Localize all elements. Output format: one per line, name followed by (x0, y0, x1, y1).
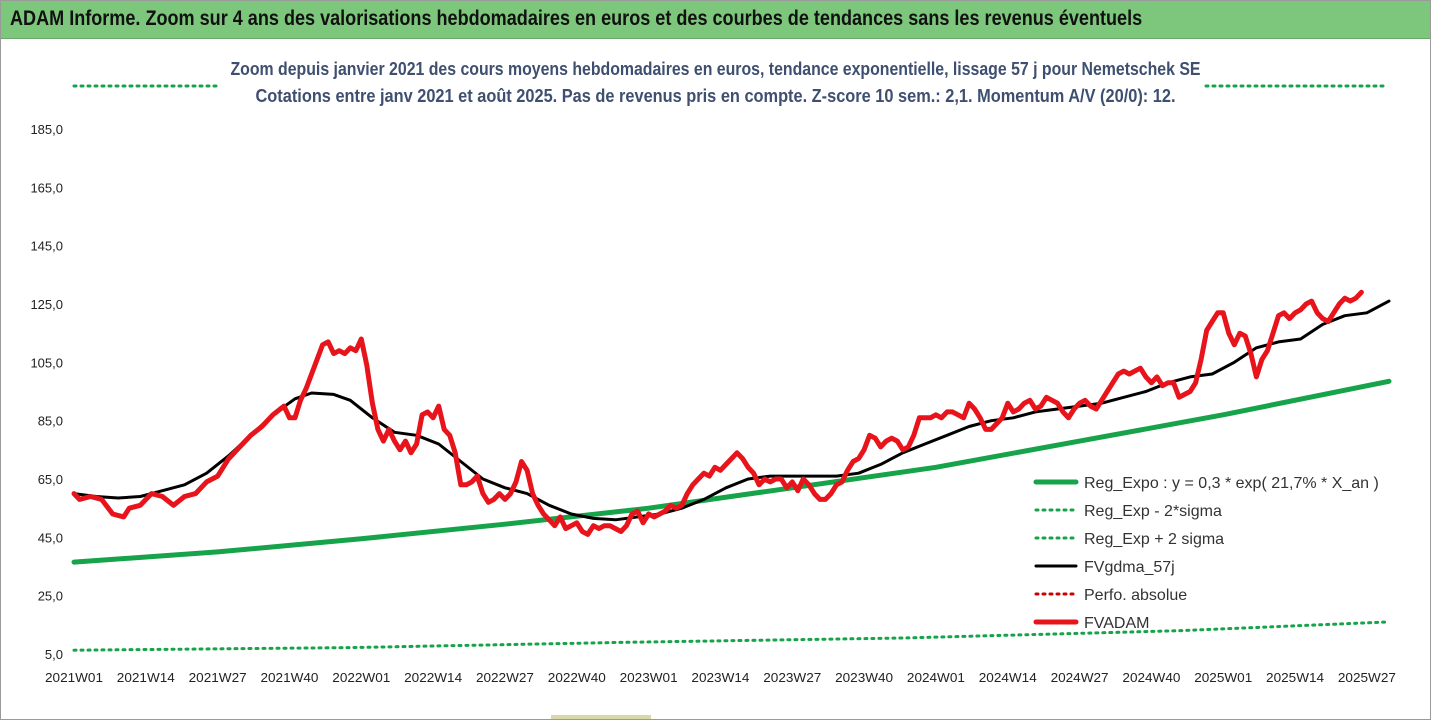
x-tick-label: 2023W01 (620, 670, 678, 685)
y-tick-label: 165,0 (30, 180, 63, 195)
x-tick-label: 2024W40 (1122, 670, 1180, 685)
y-tick-label: 85,0 (38, 414, 63, 429)
legend-label: Perfo. absolue (1084, 587, 1187, 604)
x-tick-label: 2021W27 (189, 670, 247, 685)
x-tick-label: 2022W27 (476, 670, 534, 685)
x-tick-label: 2022W40 (548, 670, 606, 685)
x-tick-label: 2024W27 (1051, 670, 1109, 685)
series-line-0 (71, 378, 1392, 565)
x-tick-label: 2023W14 (691, 670, 749, 685)
y-tick-label: 185,0 (30, 122, 63, 137)
series-line-1 (72, 620, 1391, 652)
legend-label: Reg_Expo : y = 0,3 * exp( 21,7% * X_an ) (1084, 475, 1379, 492)
y-tick-label: 145,0 (30, 239, 63, 254)
y-tick-label: 5,0 (45, 647, 63, 662)
x-tick-label: 2021W14 (117, 670, 175, 685)
y-tick-label: 125,0 (30, 297, 63, 312)
x-tick-label: 2022W14 (404, 670, 462, 685)
x-tick-label: 2025W27 (1338, 670, 1396, 685)
x-tick-label: 2021W40 (260, 670, 318, 685)
y-tick-label: 65,0 (38, 472, 63, 487)
x-tick-label: 2025W01 (1194, 670, 1252, 685)
series-line-5 (71, 289, 1364, 537)
x-tick-label: 2023W40 (835, 670, 893, 685)
legend-label: FVADAM (1084, 615, 1149, 632)
report-header: ADAM Informe. Zoom sur 4 ans des valoris… (1, 1, 1430, 39)
legend-label: Reg_Exp - 2*sigma (1084, 503, 1222, 520)
scroll-hint-bar (551, 715, 651, 719)
x-tick-label: 2024W01 (907, 670, 965, 685)
x-tick-label: 2022W01 (332, 670, 390, 685)
legend-label: FVgdma_57j (1084, 559, 1175, 576)
chart: Zoom depuis janvier 2021 des cours moyen… (30, 59, 1396, 685)
report-title: ADAM Informe. Zoom sur 4 ans des valoris… (10, 7, 1143, 30)
x-tick-label: 2025W14 (1266, 670, 1324, 685)
chart-subtitle: Cotations entre janv 2021 et août 2025. … (256, 86, 1176, 106)
chart-title: Zoom depuis janvier 2021 des cours moyen… (231, 59, 1201, 79)
x-tick-label: 2024W14 (979, 670, 1037, 685)
y-tick-label: 105,0 (30, 355, 63, 370)
x-tick-label: 2023W27 (763, 670, 821, 685)
y-tick-label: 45,0 (38, 530, 63, 545)
legend-label: Reg_Exp + 2 sigma (1084, 531, 1224, 548)
y-tick-label: 25,0 (38, 589, 63, 604)
x-tick-label: 2021W01 (45, 670, 103, 685)
